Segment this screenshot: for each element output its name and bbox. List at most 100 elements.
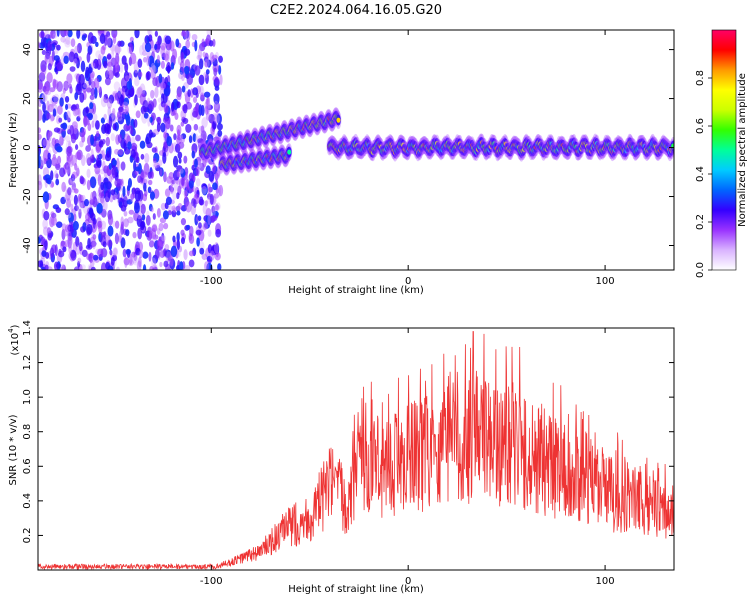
noise-blob <box>176 101 181 109</box>
noise-blob <box>40 36 46 47</box>
noise-blob <box>55 173 59 179</box>
noise-blob <box>75 151 82 160</box>
noise-blob <box>51 244 57 254</box>
noise-blob <box>117 87 122 98</box>
noise-blob <box>77 261 81 268</box>
noise-blob <box>63 80 69 92</box>
noise-blob <box>46 112 51 120</box>
noise-blob <box>110 111 115 120</box>
noise-blob <box>171 205 176 212</box>
noise-blob <box>210 215 215 224</box>
noise-blob <box>123 218 129 228</box>
noise-blob <box>51 96 59 103</box>
noise-blob <box>62 246 67 253</box>
y-tick-label: 0 <box>22 144 33 150</box>
noise-blob <box>106 59 112 66</box>
noise-blob <box>73 52 79 64</box>
noise-blob <box>162 116 168 123</box>
noise-blob <box>59 135 64 146</box>
noise-blob <box>86 84 91 94</box>
noise-blob <box>94 86 98 99</box>
noise-blob <box>85 66 90 79</box>
noise-blob <box>85 213 91 222</box>
noise-blob <box>109 249 113 256</box>
noise-blob <box>196 237 200 247</box>
noise-blob <box>180 217 187 226</box>
noise-blob <box>71 103 77 110</box>
band-core <box>336 117 341 123</box>
noise-blob <box>152 223 158 231</box>
noise-blob <box>185 30 191 42</box>
noise-blob <box>50 216 58 226</box>
noise-blob <box>50 170 54 181</box>
noise-blob <box>170 245 178 258</box>
y-tick-label: 1.4 <box>22 320 33 336</box>
noise-blob <box>111 159 118 166</box>
svg-text:(x104): (x104) <box>7 324 21 355</box>
noise-blob <box>62 51 70 58</box>
noise-blob <box>59 167 66 178</box>
noise-blob <box>148 230 153 240</box>
noise-blob <box>145 133 152 145</box>
colorbar-tick-label: 0.8 <box>695 70 706 86</box>
noise-blob <box>182 117 189 125</box>
noise-blob <box>89 73 94 82</box>
noise-blob <box>140 203 146 215</box>
noise-blob <box>65 135 70 143</box>
noise-blob <box>49 114 54 123</box>
noise-blob <box>215 203 219 213</box>
noise-blob <box>41 137 47 149</box>
noise-blob <box>110 189 116 196</box>
noise-blob <box>178 71 184 80</box>
noise-blob <box>106 53 112 60</box>
noise-blob <box>202 51 206 58</box>
noise-blob <box>73 188 79 194</box>
noise-blob <box>217 129 223 137</box>
noise-blob <box>59 133 63 142</box>
noise-blob <box>75 83 83 96</box>
noise-blob <box>185 123 192 134</box>
noise-blob <box>69 66 76 72</box>
noise-blob <box>122 248 127 258</box>
noise-blob <box>56 44 61 51</box>
noise-blob <box>213 93 220 105</box>
noise-blob <box>188 178 194 189</box>
noise-blob <box>174 112 179 121</box>
noise-blob <box>198 126 204 134</box>
noise-blob <box>126 198 133 205</box>
noise-blob <box>212 38 216 47</box>
noise-blob <box>65 36 71 46</box>
noise-blob <box>166 251 172 263</box>
noise-blob <box>61 181 66 193</box>
noise-blob <box>170 62 175 70</box>
noise-blob <box>142 178 148 185</box>
noise-blob <box>90 266 96 270</box>
noise-blob <box>142 56 147 63</box>
noise-blob <box>87 264 92 270</box>
noise-blob <box>64 224 71 233</box>
noise-blob <box>181 74 185 82</box>
noise-blob <box>151 224 158 232</box>
noise-blob <box>56 146 63 153</box>
noise-blob <box>127 259 134 266</box>
noise-blob <box>64 96 70 103</box>
noise-blob <box>97 153 103 160</box>
noise-blob <box>89 176 97 189</box>
noise-blob <box>214 204 220 211</box>
noise-blob <box>76 30 81 39</box>
noise-blob <box>64 40 71 48</box>
noise-blob <box>207 213 211 226</box>
noise-blob <box>58 117 63 123</box>
snr-y-multiplier: (x104) <box>7 324 21 355</box>
noise-blob <box>175 38 180 48</box>
noise-blob <box>162 81 168 90</box>
noise-blob <box>46 72 53 84</box>
noise-blob <box>78 208 82 219</box>
noise-blob <box>211 244 218 256</box>
noise-blob <box>142 100 149 112</box>
noise-blob <box>90 87 95 96</box>
noise-blob <box>160 60 165 69</box>
noise-blob <box>127 185 131 192</box>
noise-blob <box>97 85 102 94</box>
noise-blob <box>47 63 52 71</box>
